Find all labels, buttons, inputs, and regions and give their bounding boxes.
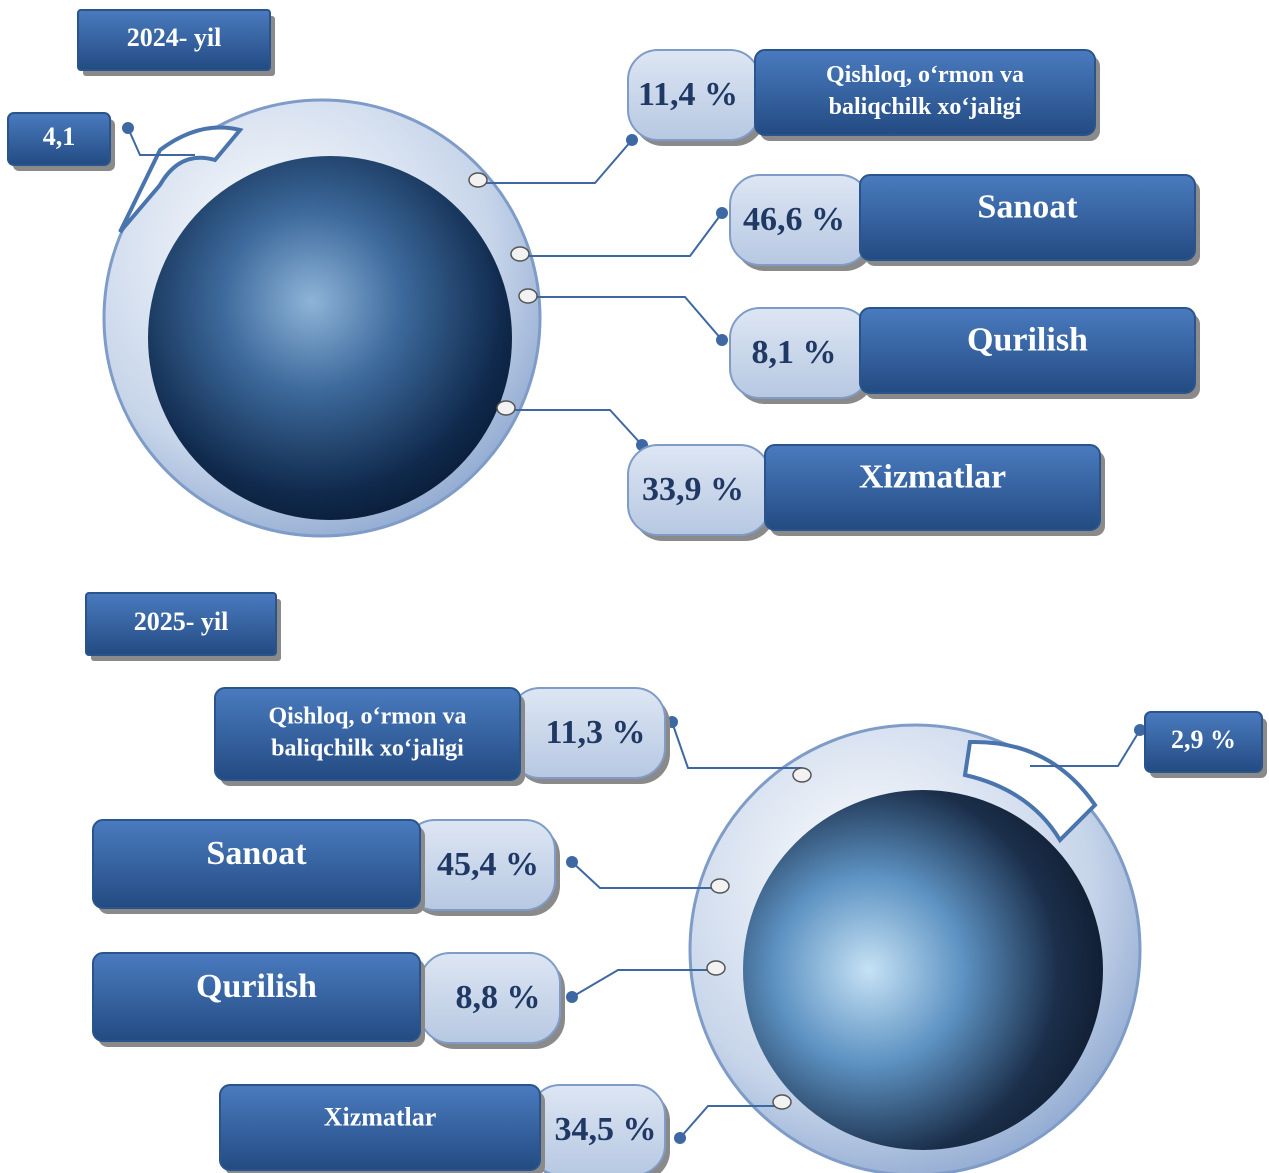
knob [773, 1095, 791, 1109]
category-label: Qurilish [196, 968, 317, 1005]
connector [478, 140, 632, 183]
knob [793, 768, 811, 782]
label-box [215, 688, 520, 780]
connector [572, 862, 720, 888]
value-label: 11,3 % [545, 714, 645, 751]
infographic: 2024- yil 4,1 11,4 % Qishloq, o‘rmon va bali… [0, 0, 1269, 1173]
connector-dot [716, 207, 728, 219]
photo [743, 790, 1103, 1150]
year-label: 2025- yil [134, 607, 229, 636]
connector-dot [716, 334, 728, 346]
category-label: Sanoat [977, 188, 1078, 225]
connector [506, 410, 642, 445]
knob [711, 879, 729, 893]
value-label: 46,6 % [743, 201, 845, 238]
small-value: 2,9 % [1171, 725, 1236, 754]
knob [511, 247, 529, 261]
connector [672, 722, 802, 768]
category-label: Sanoat [206, 835, 307, 872]
value-label: 33,9 % [642, 471, 744, 508]
value-label: 8,1 % [752, 334, 837, 371]
knob [497, 401, 515, 415]
value-label: 34,5 % [555, 1111, 657, 1148]
knob [519, 289, 537, 303]
value-label: 11,4 % [638, 76, 738, 113]
connector-dot [566, 991, 578, 1003]
connector [528, 297, 722, 340]
knob [707, 961, 725, 975]
connector [520, 213, 722, 256]
connector-dot [122, 122, 134, 134]
connector-dot [674, 1132, 686, 1144]
category-label: Xizmatlar [324, 1102, 437, 1131]
connector-dot [626, 134, 638, 146]
category-label: Qishloq, o‘rmon va [268, 704, 466, 730]
category-label: Qurilish [967, 321, 1088, 358]
category-label: baliqchilk xo‘jaligi [829, 94, 1022, 120]
category-label: baliqchilk xo‘jaligi [271, 736, 464, 762]
photo [148, 156, 512, 520]
category-label: Qishloq, o‘rmon va [826, 62, 1024, 88]
knob [469, 173, 487, 187]
connector-dot [566, 856, 578, 868]
year-label: 2024- yil [127, 23, 222, 52]
small-value: 4,1 [43, 122, 76, 151]
value-label: 8,8 % [456, 979, 541, 1016]
value-label: 45,4 % [437, 846, 539, 883]
category-label: Xizmatlar [859, 458, 1006, 495]
